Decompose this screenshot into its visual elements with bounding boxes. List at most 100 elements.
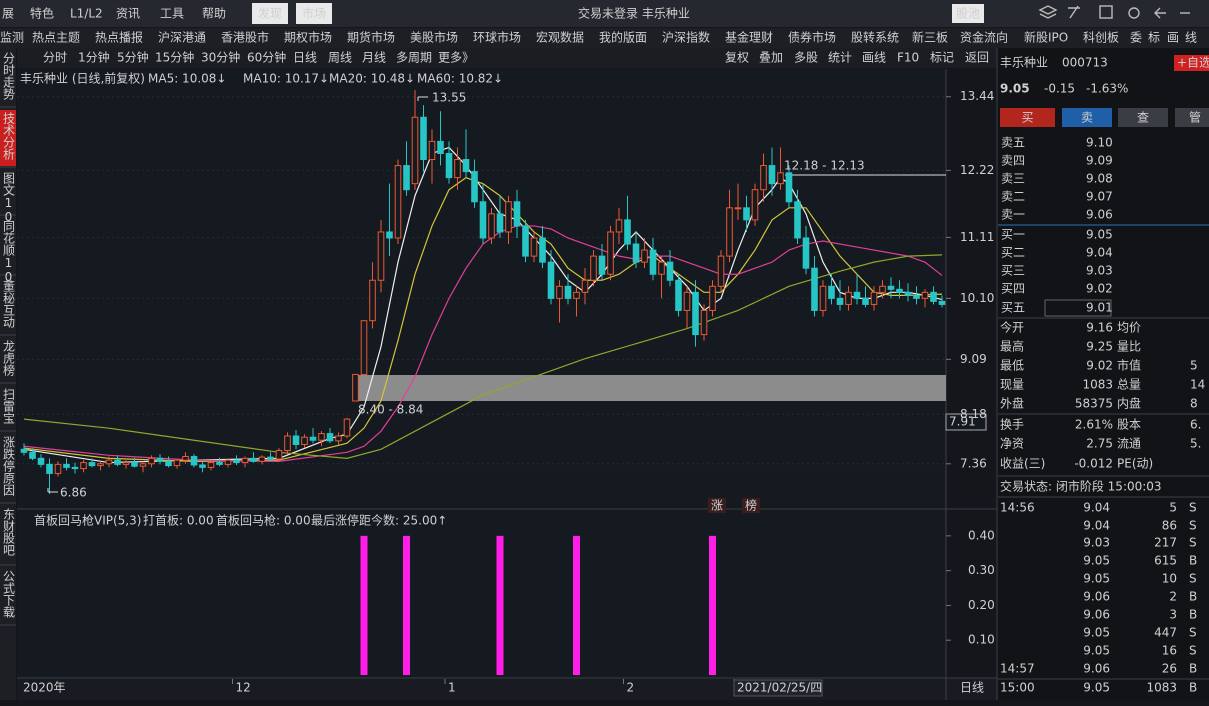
trade-button[interactable]: 卖 <box>1081 111 1093 125</box>
grid-icon <box>1099 5 1113 19</box>
trade-button[interactable]: 管 <box>1189 110 1201 125</box>
nav-item[interactable]: 期货市场 <box>347 30 395 45</box>
book-price: 9.07 <box>1086 190 1113 204</box>
menu-item[interactable]: 资讯 <box>116 7 140 21</box>
side-tab[interactable]: 图文10 <box>2 172 16 224</box>
period-tab[interactable]: 分时 <box>43 51 67 65</box>
candle-body <box>216 462 223 465</box>
menu-item[interactable]: 市场 <box>302 6 326 21</box>
nav-item[interactable]: 我的版面 <box>599 30 647 45</box>
tool-button[interactable]: 叠加 <box>759 51 783 65</box>
tick-price: 9.06 <box>1083 590 1110 604</box>
menu-item[interactable]: 展 <box>2 7 14 21</box>
nav-item[interactable]: 热点播报 <box>95 30 143 45</box>
nav-item[interactable]: 香港股市 <box>221 30 269 45</box>
y-tick-label: 0.40 <box>968 528 995 542</box>
side-tab[interactable]: 公式下载 <box>2 570 16 619</box>
candle-body <box>71 466 79 470</box>
side-tab[interactable]: 同花顺10 <box>2 220 16 284</box>
side-tab[interactable]: 分时走势 <box>2 52 16 100</box>
nav-item[interactable]: 基金理财 <box>725 30 773 45</box>
candle-body <box>462 159 470 173</box>
stock-name: 丰乐种业 <box>1000 56 1048 70</box>
nav-item[interactable]: 监测 <box>0 31 24 45</box>
book-price: 9.05 <box>1086 228 1113 242</box>
book-label: 卖一 <box>1001 208 1025 222</box>
tool-button[interactable]: 复权 <box>725 51 749 65</box>
tick-side: B <box>1189 662 1197 676</box>
nav-item[interactable]: 债券市场 <box>788 30 836 45</box>
side-tab[interactable]: 龙虎榜 <box>2 340 16 377</box>
side-tab[interactable]: 东财股吧 <box>2 508 16 556</box>
login-status: 交易未登录 丰乐种业 <box>578 6 690 21</box>
tool-button[interactable]: 标记 <box>930 51 954 65</box>
book-label: 卖二 <box>1001 190 1025 204</box>
tick-volume: 1083 <box>1146 681 1177 695</box>
stat-label: 净资 <box>1000 437 1024 451</box>
menu-item[interactable]: L1/L2 <box>70 7 103 21</box>
side-tab[interactable]: 董秘互动 <box>2 280 16 328</box>
tick-volume: 615 <box>1154 554 1177 568</box>
nav-item[interactable]: 宏观数据 <box>536 30 584 45</box>
nav-item[interactable]: 资金流向 <box>960 30 1008 45</box>
side-tab[interactable]: 扫雷宝 <box>2 388 16 424</box>
stat-label: PE(动) <box>1117 457 1153 471</box>
period-tab[interactable]: 月线 <box>362 51 386 65</box>
candle-body <box>420 116 427 161</box>
tool-button[interactable]: 统计 <box>828 51 852 65</box>
nav-item[interactable]: 新三板 <box>912 30 948 45</box>
crosshair-date-bg <box>733 679 823 697</box>
nav-item[interactable]: 股转系统 <box>851 30 899 45</box>
nav-item[interactable]: 环球市场 <box>473 30 521 45</box>
menu-item[interactable]: 特色 <box>30 6 54 21</box>
side-tab[interactable]: 技术分析 <box>2 112 16 161</box>
period-tab[interactable]: 5分钟 <box>117 50 149 65</box>
side-tab[interactable]: 涨跌停原因 <box>2 435 16 496</box>
period-tab[interactable]: 多周期 <box>396 51 432 65</box>
nav-item[interactable]: 热点主题 <box>32 31 80 45</box>
candle-body <box>802 237 810 269</box>
period-tab[interactable]: 更多》 <box>438 51 474 65</box>
nav-item[interactable]: 标 <box>1148 31 1160 45</box>
candle-body <box>505 201 512 233</box>
tool-button[interactable]: 多股 <box>794 51 818 65</box>
candle-body <box>624 219 631 245</box>
tool-button[interactable]: 画线 <box>862 51 886 65</box>
nav-item[interactable]: 新股IPO <box>1024 30 1068 45</box>
candle-body <box>879 285 886 293</box>
last-price-box <box>945 413 987 431</box>
period-tab[interactable]: 60分钟 <box>247 50 286 65</box>
period-tab[interactable]: 30分钟 <box>201 50 240 65</box>
period-tab[interactable]: 1分钟 <box>78 50 110 65</box>
period-tab[interactable]: 日线 <box>293 51 317 65</box>
stat-label: 流通 <box>1117 437 1141 451</box>
indicator-bar <box>403 535 410 675</box>
trade-button[interactable]: 查 <box>1137 111 1149 125</box>
tick-price: 9.05 <box>1083 644 1110 658</box>
period-tab[interactable]: 周线 <box>328 51 352 65</box>
add-watch[interactable]: +自选 <box>1177 56 1209 70</box>
nav-item[interactable]: 美股市场 <box>410 30 458 45</box>
menu-item[interactable]: 发现 <box>258 6 282 21</box>
nav-item[interactable]: 沪深港通 <box>158 31 206 45</box>
nav-item[interactable]: 期权市场 <box>284 30 332 45</box>
side-tab-active <box>0 110 16 166</box>
trade-button[interactable]: 买 <box>1021 111 1033 125</box>
menu-item[interactable]: 工具 <box>160 7 184 21</box>
nav-item[interactable]: 画 <box>1167 31 1179 45</box>
tool-button[interactable]: 返回 <box>965 51 989 65</box>
tick-side: B <box>1189 608 1197 622</box>
candle-body <box>700 309 708 336</box>
candle-body <box>896 288 903 293</box>
stock-pool[interactable]: 股池 <box>956 7 980 21</box>
nav-item[interactable]: 科创板 <box>1083 31 1119 45</box>
nav-item[interactable]: 线 <box>1185 31 1197 45</box>
tool-button[interactable]: F10 <box>897 51 919 65</box>
period-tab[interactable]: 15分钟 <box>155 50 194 65</box>
menu-item[interactable]: 帮助 <box>202 7 226 21</box>
legend-entry: MA60: 10.82↓ <box>417 72 503 86</box>
tick-volume: 26 <box>1162 662 1177 676</box>
nav-item[interactable]: 委 <box>1130 31 1142 45</box>
nav-item[interactable]: 沪深指数 <box>662 30 710 45</box>
